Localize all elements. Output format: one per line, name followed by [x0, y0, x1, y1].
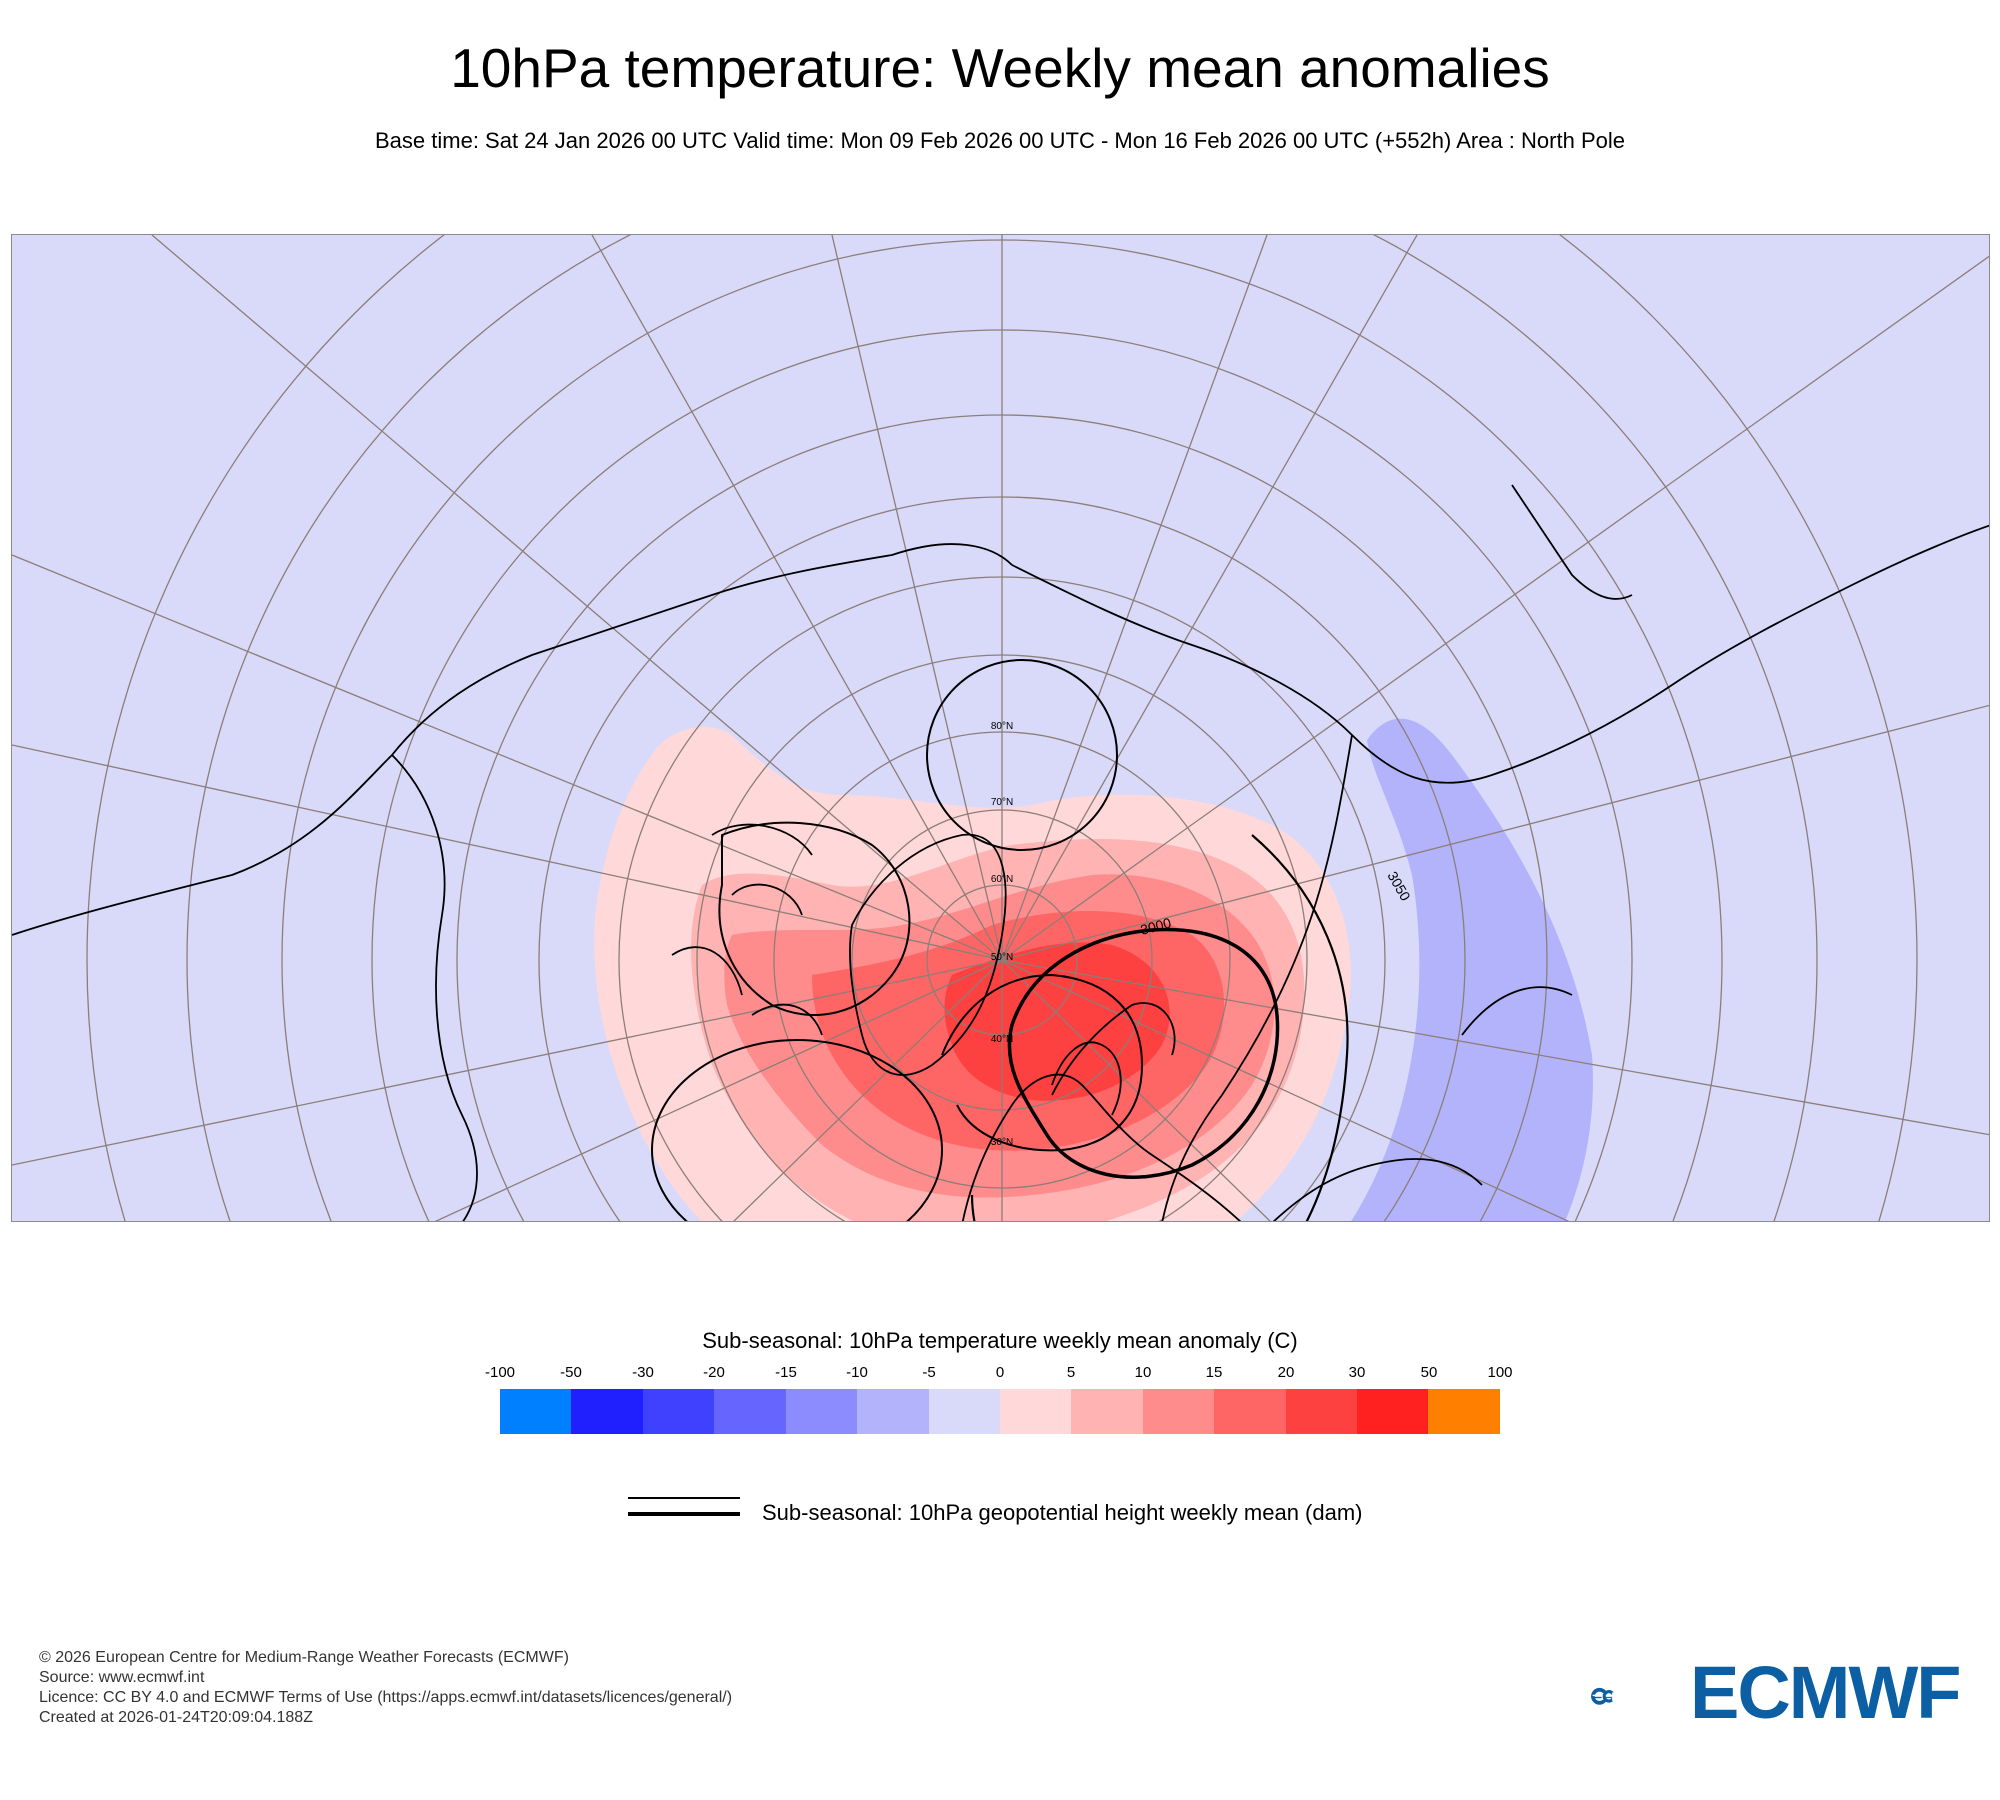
tick-label: -100 [484, 1364, 516, 1381]
polar-map[interactable]: 80°N 70°N 60°N 50°N 40°N 30°N 3000 3050 [12, 235, 1990, 1222]
lat-label-60: 60°N [991, 874, 1013, 885]
tick-label: -20 [703, 1364, 725, 1381]
height-contours [651, 659, 1349, 1221]
tick-label: -5 [922, 1364, 936, 1381]
colorbar-swatch [1214, 1389, 1286, 1434]
colorbar-swatch [1357, 1389, 1429, 1434]
tick-label: 0 [995, 1364, 1005, 1381]
coast-arabia [1272, 1158, 1483, 1221]
licence-text: Licence: CC BY 4.0 and ECMWF Terms of Us… [39, 1689, 733, 1706]
coast-japan [1511, 484, 1633, 600]
contour-label-3000: 3000 [1139, 914, 1173, 938]
tick-label: 30 [1348, 1364, 1366, 1381]
coast-europe [961, 1002, 1242, 1221]
page-title: 10hPa temperature: Weekly mean anomalies [450, 37, 1550, 99]
tick-label: 15 [1205, 1364, 1223, 1381]
colorbar-swatch [500, 1389, 572, 1434]
tick-label: -10 [846, 1364, 868, 1381]
colorbar-swatch [642, 1389, 715, 1434]
colorbar-swatch [785, 1389, 858, 1434]
colorbar-swatch [928, 1389, 1000, 1434]
coastlines [12, 484, 1989, 1221]
lat-label-80: 80°N [991, 721, 1013, 732]
lat-label-70: 70°N [991, 797, 1013, 808]
contour-atlantic-low [651, 1039, 943, 1221]
latitude-label-group: 80°N 70°N 60°N 50°N 40°N 30°N [991, 721, 1013, 1148]
tick-label: -15 [775, 1364, 797, 1381]
tick-label: 20 [1277, 1364, 1295, 1381]
tick-label: 5 [1066, 1364, 1076, 1381]
colorbar-swatch [1285, 1389, 1358, 1434]
colorbar-swatch [857, 1389, 929, 1434]
contour-greenland-ridge [718, 821, 911, 1016]
contour-high-pacific [926, 659, 1118, 851]
footer-credits: © 2026 European Centre for Medium-Range … [39, 1648, 732, 1728]
colorbar-swatch [714, 1389, 786, 1434]
coast-canadian-archipelago [671, 823, 823, 1036]
tick-label: -30 [632, 1364, 654, 1381]
contour-legend-label: Sub-seasonal: 10hPa geopotential height … [762, 1500, 1363, 1525]
colorbar-swatch [1428, 1389, 1500, 1434]
contour-3050 [970, 834, 1349, 1221]
colorbar-swatch [571, 1389, 643, 1434]
lat-label-40: 40°N [991, 1034, 1013, 1045]
lat-label-30: 30°N [991, 1137, 1013, 1148]
tick-label: 50 [1420, 1364, 1438, 1381]
created-text: Created at 2026-01-24T20:09:04.188Z [39, 1709, 313, 1726]
contour-3000 [1007, 927, 1280, 1179]
page-subtitle: Base time: Sat 24 Jan 2026 00 UTC Valid … [375, 128, 1625, 153]
copyright-text: © 2026 European Centre for Medium-Range … [39, 1649, 569, 1666]
colorbar-ticks: -100 -50 -30 -20 -15 -10 -5 0 5 10 15 20… [484, 1364, 1513, 1381]
ecmwf-logo-icon [1591, 1687, 1617, 1705]
colorbar-swatch [1071, 1389, 1143, 1434]
colorbar-title: Sub-seasonal: 10hPa temperature weekly m… [702, 1328, 1298, 1353]
anomaly-region-neg5 [1351, 718, 1593, 1221]
tick-label: 100 [1487, 1364, 1513, 1381]
contour-vortex-a [941, 974, 1143, 1152]
colorbar-swatch [999, 1389, 1072, 1434]
colorbar-swatch [1142, 1389, 1215, 1434]
coast-asia [1011, 524, 1989, 1221]
colorbar [500, 1389, 1500, 1434]
ecmwf-logo-text: ECMWF [1690, 1651, 1961, 1734]
lat-label-50: 50°N [991, 952, 1013, 963]
tick-label: 10 [1134, 1364, 1152, 1381]
coast-scandinavia [1051, 1041, 1122, 1116]
map-panel[interactable]: 80°N 70°N 60°N 50°N 40°N 30°N 3000 3050 [11, 234, 1990, 1222]
coast-greenland [849, 833, 1007, 1076]
contour-legend-lines [628, 1497, 740, 1516]
tick-label: -50 [560, 1364, 582, 1381]
source-text: Source: www.ecmwf.int [39, 1669, 205, 1686]
coast-north-america [12, 543, 1013, 1221]
